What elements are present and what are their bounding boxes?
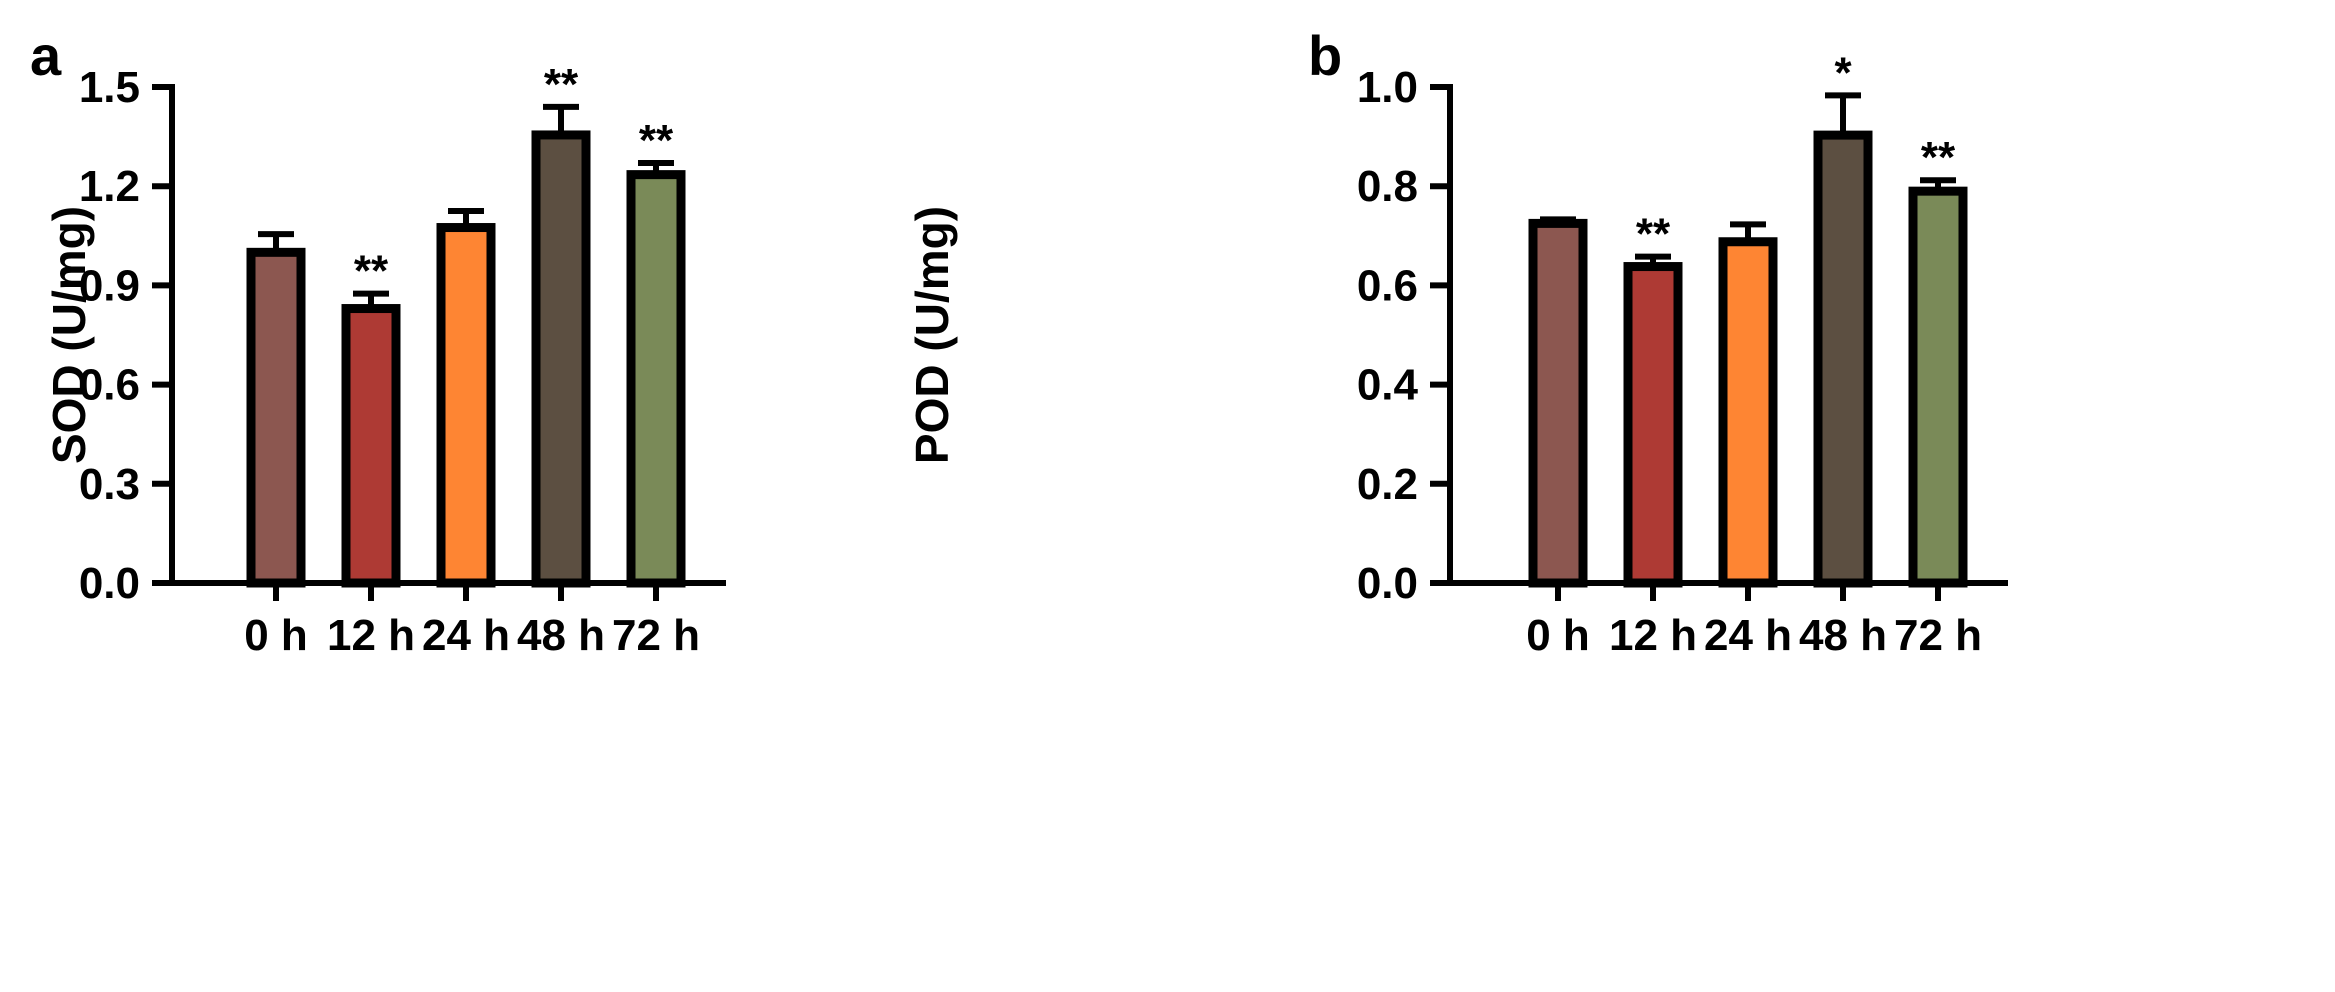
significance-label: **	[1636, 210, 1671, 259]
significance-label: **	[1921, 133, 1956, 182]
category-label: 24 h	[1704, 611, 1792, 660]
bar-48h	[1813, 130, 1873, 588]
y-tick-label: 0.0	[79, 559, 140, 608]
y-tick-label: 0.6	[1357, 261, 1418, 310]
bar-24h	[1718, 237, 1778, 588]
panel-b: b 0 h ** 12 h 24 h * 48 h ** 72 h 0.0 0.2 0.4 0.6 0.8…	[906, 24, 2008, 660]
bar-12h	[1623, 262, 1683, 588]
bar-72h	[626, 170, 686, 588]
category-label: 12 h	[327, 611, 415, 660]
category-label: 48 h	[1799, 611, 1887, 660]
bar-0h	[1528, 218, 1588, 588]
y-axis-title: POD (U/mg)	[906, 206, 958, 464]
category-label: 0 h	[1526, 611, 1590, 660]
panel-a: a 0 h ** 12 h 24 h ** 48 h ** 72 h 0.0 0.3 0.6 0.9 1.…	[30, 24, 726, 660]
y-tick-label: 0.3	[79, 460, 140, 509]
y-tick-label: 1.5	[79, 63, 140, 112]
category-label: 24 h	[422, 611, 510, 660]
significance-label: *	[1834, 48, 1852, 97]
panel-letter: a	[30, 24, 62, 87]
category-label: 12 h	[1609, 611, 1697, 660]
y-tick-label: 0.0	[1357, 559, 1418, 608]
y-tick-label: 1.2	[79, 162, 140, 211]
category-label: 0 h	[244, 611, 308, 660]
bar-48h	[531, 130, 591, 588]
y-tick-label: 1.0	[1357, 63, 1418, 112]
significance-label: **	[544, 60, 579, 109]
y-tick-label: 0.8	[1357, 162, 1418, 211]
significance-label: **	[639, 116, 674, 165]
significance-label: **	[354, 247, 389, 296]
category-label: 72 h	[612, 611, 700, 660]
bar-24h	[436, 223, 496, 588]
y-axis-title: SOD (U/mg)	[43, 206, 95, 464]
y-tick-label: 0.2	[1357, 460, 1418, 509]
bar-72h	[1908, 186, 1968, 588]
y-tick-label: 0.9	[79, 261, 140, 310]
panel-letter: b	[1308, 24, 1342, 87]
y-tick-label: 0.6	[79, 361, 140, 410]
bar-12h	[341, 304, 401, 588]
bar-0h	[246, 247, 306, 588]
category-label: 48 h	[517, 611, 605, 660]
category-label: 72 h	[1894, 611, 1982, 660]
y-tick-label: 0.4	[1357, 361, 1419, 410]
